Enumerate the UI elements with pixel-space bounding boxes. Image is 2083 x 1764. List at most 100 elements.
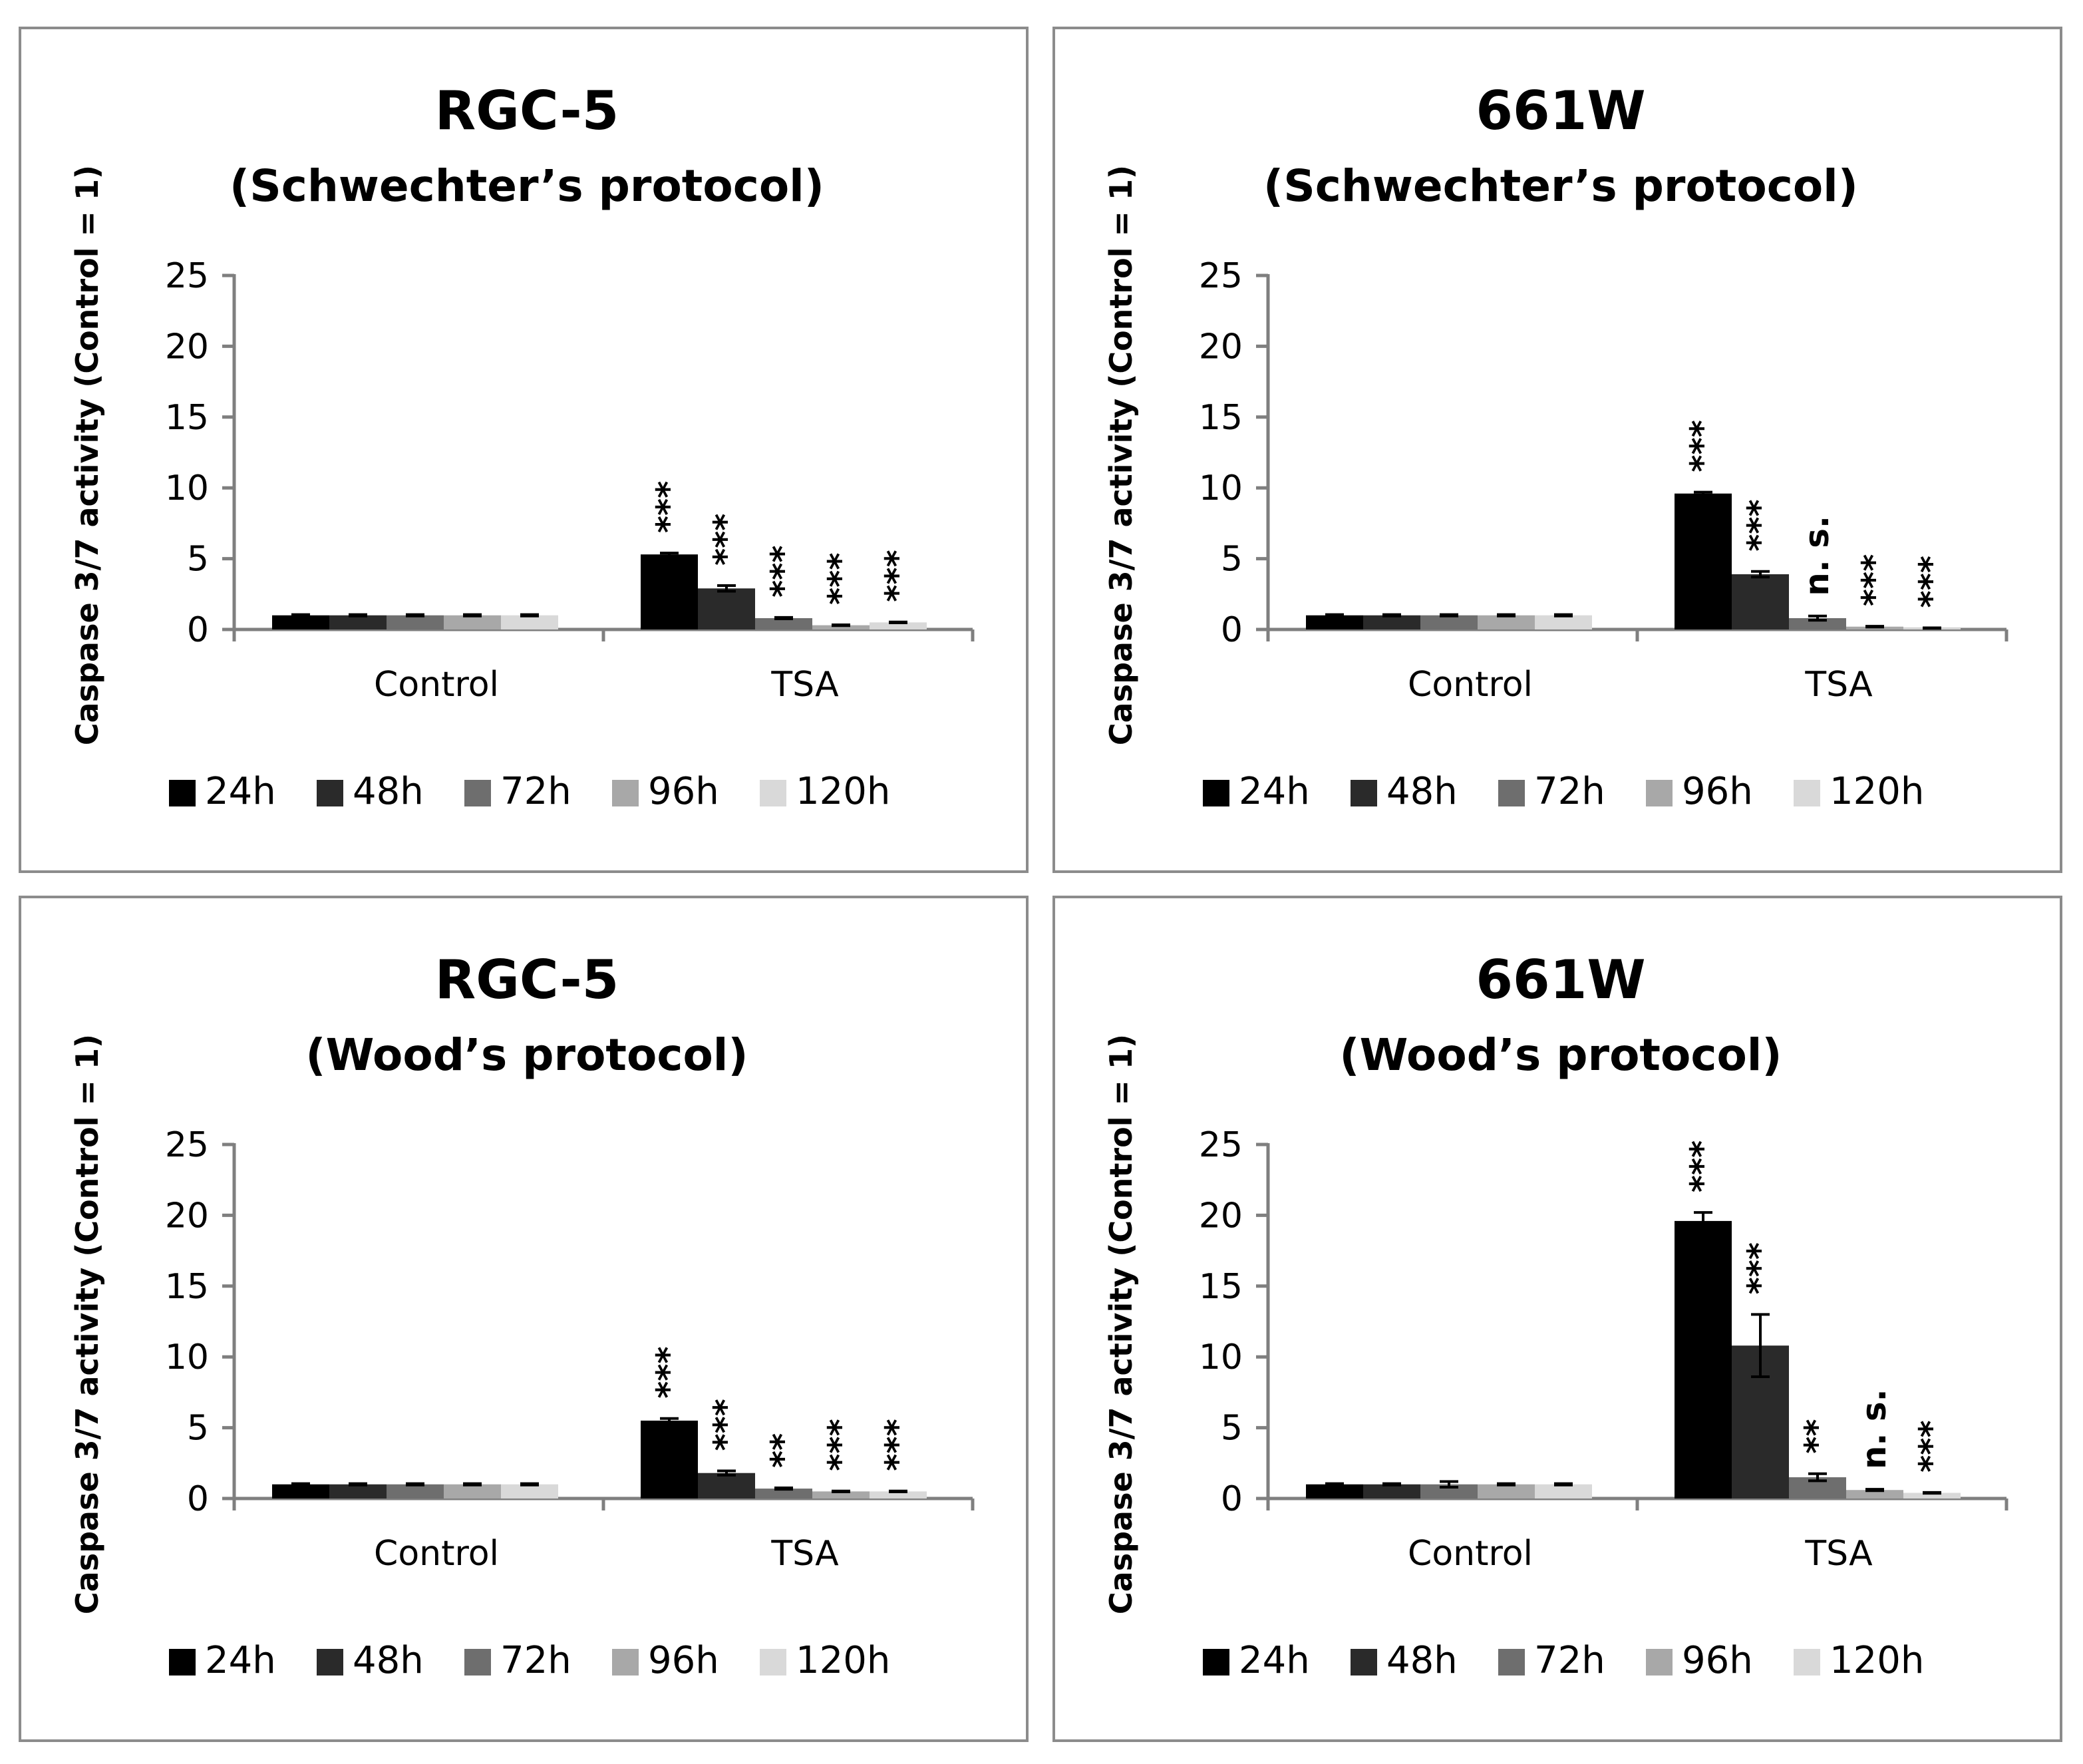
bar-48h — [329, 1484, 387, 1499]
legend-swatch-120h — [1794, 1649, 1820, 1676]
bar-72h — [1789, 617, 1846, 629]
x-tick-label: TSA — [1804, 665, 1873, 705]
y-tick-label: 5 — [187, 1409, 209, 1449]
chart-subtitle: (Schwechter’s protocol) — [230, 160, 824, 212]
legend-label: 120h — [1830, 770, 1924, 813]
bar-24h — [1675, 1220, 1732, 1499]
legend-swatch-96h — [1646, 1649, 1673, 1676]
bar-48h — [1363, 1484, 1420, 1499]
y-tick-label: 10 — [1199, 1337, 1243, 1377]
y-tick-label: 0 — [187, 610, 209, 650]
significance-label: *** — [707, 514, 745, 566]
y-tick-label: 5 — [187, 540, 209, 580]
legend-label: 24h — [1239, 770, 1310, 813]
legend-label: 72h — [500, 770, 571, 813]
y-tick-label: 20 — [1199, 1196, 1243, 1236]
chart-svg: 661W (Wood’s protocol) Caspase 3/7 activit… — [1103, 949, 2008, 1682]
significance-label: *** — [1683, 420, 1722, 472]
bar-48h — [1732, 574, 1789, 629]
legend-label: 120h — [796, 1639, 890, 1682]
legend-label: 24h — [205, 1639, 276, 1682]
bar-120h — [1903, 1493, 1961, 1499]
legend-label: 24h — [205, 770, 276, 813]
legend-swatch-120h — [1794, 780, 1820, 806]
bar-72h — [387, 1484, 444, 1499]
chart-panel-rgc5-wood: RGC-5 (Wood’s protocol) Caspase 3/7 activi… — [19, 896, 1029, 1742]
legend-label: 72h — [1534, 770, 1605, 813]
bar-24h — [272, 615, 329, 629]
legend-swatch-96h — [612, 780, 639, 806]
bar-24h — [641, 1420, 698, 1499]
chart-title: 661W — [1476, 949, 1645, 1011]
y-axis-label: Caspase 3/7 activity (Control = 1) — [69, 165, 105, 745]
bar-96h — [1846, 1490, 1903, 1499]
bar-48h — [329, 615, 387, 629]
significance-label: *** — [1912, 1420, 1951, 1472]
significance-label: *** — [1855, 554, 1893, 606]
chart-svg: RGC-5 (Wood’s protocol) Caspase 3/7 activi… — [69, 949, 975, 1682]
bar-24h — [1306, 1484, 1363, 1499]
significance-label: *** — [821, 553, 860, 605]
legend-label: 72h — [1534, 1639, 1605, 1682]
chart-subtitle: (Wood’s protocol) — [1339, 1029, 1782, 1081]
chart-title: RGC-5 — [435, 80, 619, 142]
chart-title: RGC-5 — [435, 949, 619, 1011]
significance-label: *** — [878, 550, 917, 602]
bar-48h — [698, 588, 755, 629]
bar-120h — [870, 622, 927, 629]
y-tick-label: 25 — [1199, 256, 1243, 296]
y-tick-label: 15 — [165, 1267, 209, 1307]
y-tick-label: 0 — [1221, 610, 1243, 650]
legend-label: 120h — [796, 770, 890, 813]
legend-swatch-48h — [317, 1649, 343, 1676]
legend-label: 96h — [1682, 1639, 1753, 1682]
significance-label: *** — [649, 1346, 688, 1398]
significance-label: ** — [764, 1433, 802, 1468]
legend-swatch-72h — [1498, 780, 1525, 806]
x-tick-label: Control — [1408, 1534, 1533, 1574]
legend-swatch-48h — [1351, 1649, 1377, 1676]
bar-96h — [812, 1491, 870, 1499]
y-axis-label: Caspase 3/7 activity (Control = 1) — [1103, 1034, 1139, 1614]
y-tick-label: 5 — [1221, 540, 1243, 580]
legend-swatch-120h — [760, 780, 786, 806]
significance-label: *** — [1740, 1242, 1779, 1294]
bar-72h — [1420, 1484, 1478, 1499]
bar-120h — [1535, 1484, 1592, 1499]
legend-swatch-24h — [169, 780, 196, 806]
bar-96h — [1478, 1484, 1535, 1499]
bar-24h — [1306, 615, 1363, 629]
legend-label: 72h — [500, 1639, 571, 1682]
bar-120h — [501, 615, 558, 629]
y-tick-label: 25 — [165, 256, 209, 296]
legend-swatch-48h — [317, 780, 343, 806]
legend-swatch-24h — [169, 1649, 196, 1676]
legend-swatch-72h — [1498, 1649, 1525, 1676]
chart-subtitle: (Wood’s protocol) — [305, 1029, 748, 1081]
y-tick-label: 5 — [1221, 1409, 1243, 1449]
y-tick-label: 10 — [165, 468, 209, 508]
y-tick-label: 10 — [1199, 468, 1243, 508]
legend-swatch-72h — [464, 1649, 491, 1676]
bar-96h — [444, 1484, 501, 1499]
bar-120h — [501, 1484, 558, 1499]
chart-svg: 661W (Schwechter’s protocol) Caspase 3/7 a… — [1103, 80, 2008, 813]
legend-label: 48h — [353, 1639, 424, 1682]
significance-label: *** — [821, 1419, 860, 1471]
bar-24h — [1675, 493, 1732, 629]
bar-24h — [641, 554, 698, 629]
bar-72h — [1420, 615, 1478, 629]
chart-subtitle: (Schwechter’s protocol) — [1263, 160, 1858, 212]
y-tick-label: 15 — [1199, 1267, 1243, 1307]
significance-label: *** — [1740, 499, 1779, 551]
bar-96h — [812, 625, 870, 629]
significance-label: *** — [649, 481, 688, 533]
x-tick-label: Control — [374, 665, 499, 705]
x-tick-label: TSA — [770, 1534, 839, 1574]
y-tick-label: 10 — [165, 1337, 209, 1377]
y-tick-label: 25 — [165, 1125, 209, 1165]
y-tick-label: 0 — [187, 1479, 209, 1519]
legend-label: 96h — [648, 1639, 719, 1682]
bar-96h — [444, 615, 501, 629]
x-tick-label: Control — [374, 1534, 499, 1574]
